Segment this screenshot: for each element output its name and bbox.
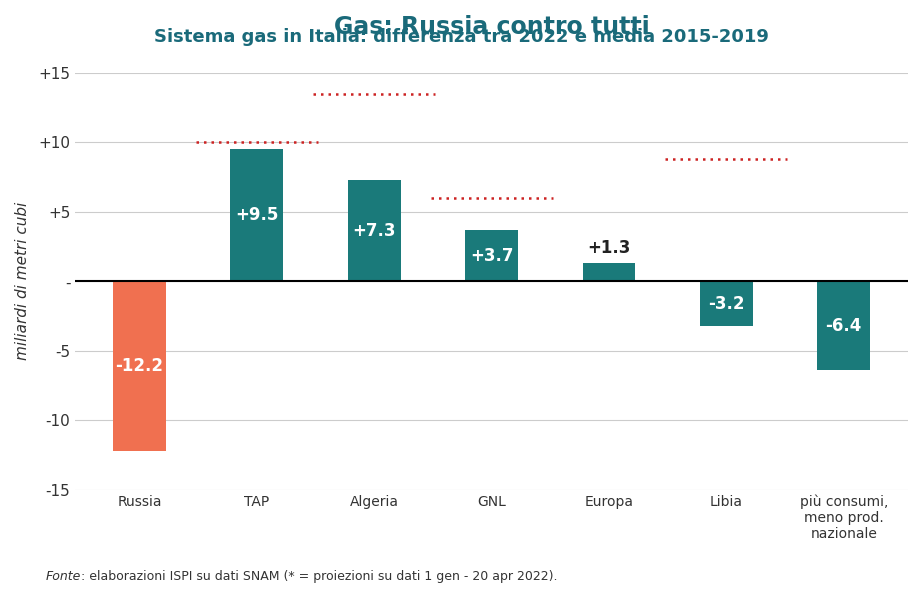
Text: : elaborazioni ISPI su dati SNAM (* = proiezioni su dati 1 gen - 20 apr 2022).: : elaborazioni ISPI su dati SNAM (* = pr… bbox=[81, 570, 557, 583]
Bar bbox=[348, 180, 401, 281]
Bar bbox=[818, 281, 870, 370]
Text: +1.3: +1.3 bbox=[587, 239, 630, 257]
Text: Sistema gas in Italia: differenza tra 2022 e media 2015-2019: Sistema gas in Italia: differenza tra 20… bbox=[154, 28, 769, 46]
Text: -12.2: -12.2 bbox=[115, 357, 163, 375]
Bar bbox=[465, 230, 518, 281]
Text: +3.7: +3.7 bbox=[470, 247, 513, 265]
Y-axis label: miliardi di metri cubi: miliardi di metri cubi bbox=[15, 202, 30, 361]
Bar bbox=[700, 281, 753, 326]
Title: Gas: Russia contro tutti: Gas: Russia contro tutti bbox=[334, 15, 650, 39]
Text: +7.3: +7.3 bbox=[353, 221, 396, 240]
Text: -6.4: -6.4 bbox=[825, 317, 862, 334]
Text: -3.2: -3.2 bbox=[708, 295, 745, 313]
Bar bbox=[113, 281, 166, 451]
Bar bbox=[231, 149, 283, 281]
Bar bbox=[582, 263, 635, 281]
Text: +9.5: +9.5 bbox=[235, 206, 279, 224]
Text: Fonte: Fonte bbox=[46, 570, 81, 583]
